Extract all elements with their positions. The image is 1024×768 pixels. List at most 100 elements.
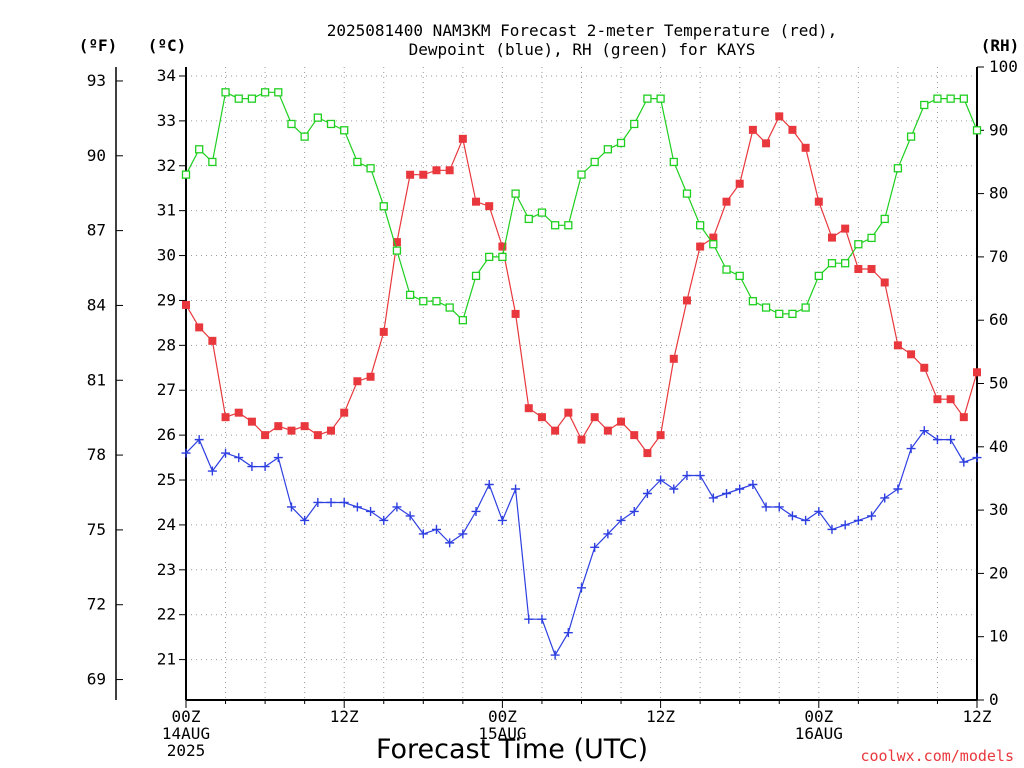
- data-point-marker: [827, 524, 837, 534]
- data-point-marker: [485, 252, 494, 262]
- data-point-marker: [854, 240, 863, 249]
- data-point-marker: [392, 246, 402, 255]
- data-point-marker: [577, 583, 586, 593]
- data-point-marker: [801, 303, 810, 312]
- celsius-tick-label: 24: [157, 515, 176, 534]
- data-point-marker: [392, 238, 401, 247]
- data-point-marker: [643, 449, 652, 458]
- data-point-marker: [445, 166, 454, 175]
- celsius-tick-label: 26: [157, 425, 176, 444]
- data-point-marker: [590, 542, 600, 552]
- data-point-marker: [432, 166, 441, 175]
- celsius-tick-label: 23: [157, 560, 176, 579]
- data-point-marker: [972, 126, 982, 135]
- data-point-marker: [260, 462, 270, 472]
- data-point-marker: [379, 327, 388, 336]
- data-point-marker: [682, 471, 692, 481]
- data-point-marker: [696, 221, 705, 230]
- data-point-marker: [221, 88, 230, 97]
- data-point-marker: [854, 265, 863, 274]
- celsius-tick-label: 30: [157, 246, 176, 265]
- x-axis-title: Forecast Time (UTC): [376, 734, 648, 765]
- celsius-unit-label: (ºC): [148, 36, 187, 55]
- data-point-marker: [221, 413, 230, 422]
- data-point-marker: [181, 170, 191, 179]
- data-point-marker: [327, 426, 336, 435]
- data-point-marker: [194, 435, 204, 445]
- rh-tick-label: 50: [989, 374, 1008, 393]
- rh-tick-label: 10: [989, 627, 1008, 646]
- fahrenheit-tick-label: 81: [87, 370, 106, 389]
- time-tick-label: 16AUG: [795, 724, 843, 743]
- rh-tick-label: 70: [989, 247, 1008, 266]
- data-point-marker: [748, 297, 758, 306]
- data-point-marker: [722, 488, 732, 498]
- data-point-marker: [208, 157, 217, 167]
- rh-tick-label: 90: [989, 120, 1008, 139]
- data-point-marker: [458, 316, 468, 325]
- data-point-marker: [682, 296, 691, 305]
- data-point-marker: [880, 278, 889, 287]
- celsius-tick-label: 34: [157, 66, 176, 85]
- data-point-marker: [814, 271, 823, 281]
- data-point-marker: [919, 426, 929, 436]
- data-point-marker: [234, 408, 243, 417]
- data-point-marker: [366, 506, 376, 516]
- data-point-marker: [458, 134, 467, 143]
- data-point-marker: [247, 94, 257, 103]
- data-point-marker: [340, 408, 349, 417]
- data-point-marker: [471, 271, 481, 281]
- chart-title-line-1: 2025081400 NAM3KM Forecast 2-meter Tempe…: [327, 21, 838, 40]
- time-tick-label: 14AUG: [162, 724, 210, 743]
- data-point-marker: [617, 417, 626, 426]
- data-point-marker: [959, 413, 968, 422]
- data-point-marker: [472, 197, 481, 206]
- celsius-tick-label: 28: [157, 335, 176, 354]
- data-point-marker: [445, 538, 455, 548]
- data-point-marker: [775, 309, 784, 319]
- data-point-marker: [590, 413, 599, 422]
- data-point-marker: [616, 138, 626, 148]
- data-point-marker: [788, 309, 797, 319]
- data-point-marker: [814, 197, 823, 206]
- data-point-marker: [537, 208, 547, 217]
- data-point-marker: [432, 297, 441, 306]
- data-point-marker: [748, 125, 757, 134]
- data-point-marker: [643, 94, 652, 103]
- data-point-marker: [524, 614, 534, 624]
- data-point-marker: [774, 502, 784, 512]
- data-point-marker: [485, 202, 494, 211]
- data-point-marker: [933, 395, 942, 404]
- celsius-tick-label: 29: [157, 290, 176, 309]
- data-point-marker: [339, 497, 349, 507]
- grid-lines: [186, 67, 977, 700]
- data-point-marker: [946, 435, 956, 445]
- data-point-marker: [313, 113, 322, 122]
- data-point-marker: [379, 202, 388, 211]
- data-point-marker: [418, 529, 428, 539]
- data-point-marker: [234, 94, 243, 103]
- data-point-marker: [603, 529, 613, 539]
- data-point-marker: [353, 377, 362, 386]
- data-point-marker: [419, 297, 428, 306]
- data-point-marker: [603, 145, 613, 154]
- data-point-marker: [287, 119, 296, 129]
- data-point-marker: [590, 157, 599, 167]
- data-point-marker: [405, 290, 415, 300]
- data-point-marker: [616, 515, 626, 525]
- rh-tick-label: 30: [989, 500, 1008, 519]
- data-point-marker: [274, 422, 283, 431]
- fahrenheit-tick-label: 84: [87, 295, 106, 314]
- rh-unit-label: (RH): [981, 36, 1020, 55]
- data-point-marker: [207, 466, 217, 476]
- time-tick-label: 12Z: [646, 707, 675, 726]
- celsius-tick-label: 33: [157, 111, 176, 130]
- data-point-marker: [972, 453, 982, 463]
- fahrenheit-tick-label: 78: [87, 445, 106, 464]
- data-point-marker: [208, 336, 217, 345]
- fahrenheit-tick-label: 87: [87, 221, 106, 240]
- data-point-marker: [511, 309, 520, 318]
- data-point-marker: [234, 453, 244, 463]
- time-tick-label: 12Z: [963, 707, 992, 726]
- data-point-marker: [656, 475, 666, 485]
